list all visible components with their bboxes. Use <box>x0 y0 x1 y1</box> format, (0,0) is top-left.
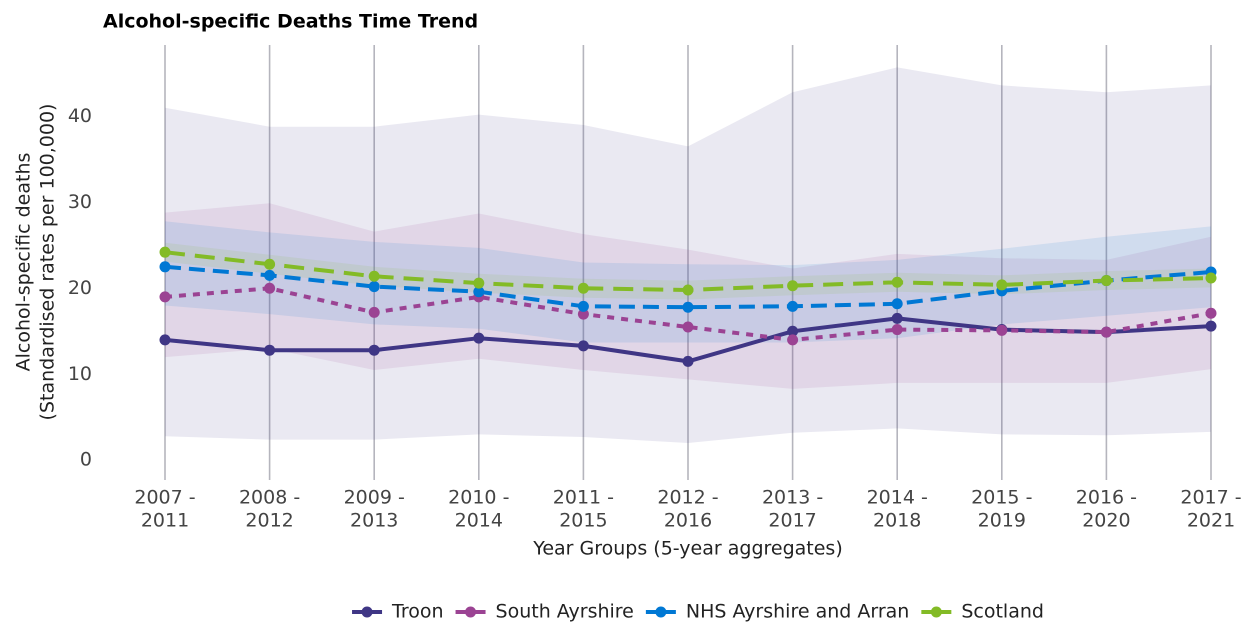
data-point <box>1205 307 1217 319</box>
legend: Troon South Ayrshire NHS Ayrshire and Arra… <box>352 601 1044 623</box>
legend-swatch-dot <box>655 606 667 618</box>
lines <box>159 246 1217 367</box>
data-point <box>682 284 694 296</box>
data-point <box>682 301 694 313</box>
series-line <box>164 264 1212 310</box>
x-axis-title: Year Groups (5-year aggregates) <box>532 538 843 560</box>
data-point <box>577 340 589 352</box>
x-tick-label: 2008 - <box>239 487 300 509</box>
x-tick-label: 2013 - <box>762 487 823 509</box>
data-point <box>1205 320 1217 332</box>
legend-item: Scotland <box>921 601 1044 623</box>
data-point <box>368 281 380 293</box>
data-point <box>264 258 276 270</box>
data-point <box>682 321 694 333</box>
legend-label: Troon <box>391 601 444 623</box>
data-point <box>577 282 589 294</box>
confidence-band <box>165 67 1211 444</box>
data-point <box>891 276 903 288</box>
legend-swatch-dot <box>361 606 373 618</box>
data-point <box>159 246 171 258</box>
y-tick-label: 0 <box>80 449 92 471</box>
data-point <box>996 279 1008 291</box>
bands <box>165 67 1211 444</box>
data-point <box>473 332 485 344</box>
x-tick-label: 2010 - <box>448 487 509 509</box>
legend-item: Troon <box>352 601 444 623</box>
data-point <box>159 261 171 273</box>
x-tick-label: 2015 <box>559 510 607 532</box>
chart-title: Alcohol-specific Deaths Time Trend <box>103 11 478 33</box>
data-point <box>577 308 589 320</box>
x-tick-label: 2012 <box>245 510 293 532</box>
data-point <box>891 298 903 310</box>
data-point <box>891 312 903 324</box>
x-tick-label: 2016 - <box>1076 487 1137 509</box>
x-tick-label: 2014 <box>455 510 503 532</box>
legend-label: Scotland <box>961 601 1044 623</box>
data-point <box>368 344 380 356</box>
y-axis-title: Alcohol-specific deaths (Standardised ra… <box>13 104 59 421</box>
legend-label: South Ayrshire <box>496 601 634 623</box>
x-tick-label: 2019 <box>978 510 1026 532</box>
y-tick-label: 30 <box>68 191 92 213</box>
y-tick-label: 40 <box>68 105 92 127</box>
x-tick-label: 2007 - <box>134 487 195 509</box>
data-point <box>159 334 171 346</box>
data-point <box>1100 275 1112 287</box>
x-tick-label: 2017 <box>768 510 816 532</box>
data-point <box>368 306 380 318</box>
x-tick-label: 2015 - <box>971 487 1032 509</box>
data-point <box>264 282 276 294</box>
legend-item: South Ayrshire <box>455 601 634 623</box>
grid: 0 10 20 30 40 2007 -2011 2008 -2012 2009 -2013 2… <box>68 45 1242 532</box>
x-tick-label: 2014 - <box>867 487 928 509</box>
y-axis-title-line: (Standardised rates per 100,000) <box>37 104 59 421</box>
legend-swatch-dot <box>465 606 477 618</box>
x-tick-label: 2021 <box>1187 510 1235 532</box>
confidence-band <box>165 221 1211 343</box>
data-point <box>1205 272 1217 284</box>
x-tick-label: 2012 - <box>657 487 718 509</box>
legend-item: NHS Ayrshire and Arran <box>645 601 909 623</box>
data-point <box>787 325 799 337</box>
y-tick-label: 10 <box>68 363 92 385</box>
data-point <box>787 300 799 312</box>
x-tick-label: 2011 <box>141 510 189 532</box>
data-point <box>473 277 485 289</box>
data-point <box>1100 326 1112 338</box>
x-tick-label: 2017 - <box>1180 487 1241 509</box>
data-point <box>577 300 589 312</box>
data-point <box>787 280 799 292</box>
data-point <box>473 286 485 298</box>
legend-label: NHS Ayrshire and Arran <box>686 601 909 623</box>
legend-swatch-dot <box>930 606 942 618</box>
x-tick-label: 2011 - <box>553 487 614 509</box>
data-point <box>682 355 694 367</box>
data-point <box>891 324 903 336</box>
data-point <box>159 291 171 303</box>
x-tick-label: 2013 <box>350 510 398 532</box>
data-point <box>368 270 380 282</box>
x-tick-label: 2016 <box>664 510 712 532</box>
x-tick-label: 2020 <box>1082 510 1130 532</box>
data-point <box>996 324 1008 336</box>
x-tick-label: 2018 <box>873 510 921 532</box>
y-axis-title-line: Alcohol-specific deaths <box>13 153 35 372</box>
x-tick-label: 2009 - <box>344 487 405 509</box>
data-point <box>264 269 276 281</box>
data-point <box>264 344 276 356</box>
data-point <box>787 334 799 346</box>
y-tick-label: 20 <box>68 277 92 299</box>
